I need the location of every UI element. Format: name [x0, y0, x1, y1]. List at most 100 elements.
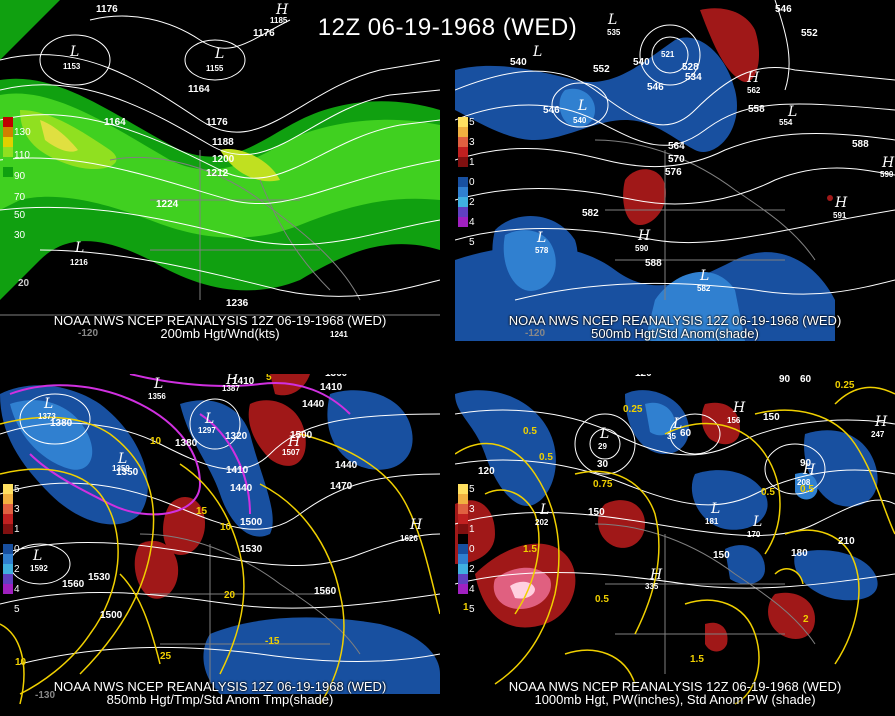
- legend-label: 2: [469, 564, 475, 575]
- pw-label: 1: [463, 602, 469, 613]
- pw-label: 0.5: [523, 426, 537, 437]
- legend-label: 5: [14, 484, 20, 495]
- height-contours: [455, 409, 895, 589]
- low-symbol: L: [44, 396, 54, 412]
- panel-1000mb: 5 3 1 0 2 4 5 120 90 60 0.5 0.5 30 0.25 …: [455, 374, 895, 716]
- high-value: 1387: [222, 384, 240, 393]
- legend-label: 3: [469, 504, 475, 515]
- high-symbol: H: [288, 434, 301, 450]
- legend-label: 1: [469, 524, 475, 535]
- anomaly-positive-small: [827, 195, 833, 201]
- low-symbol: L: [578, 98, 588, 114]
- anomaly-positive-ne: [700, 8, 760, 82]
- yellow-temp-contours: [0, 416, 440, 705]
- low-value: 535: [607, 28, 621, 37]
- height-label: 30: [597, 459, 609, 470]
- panel-caption: NOAA NWS NCEP REANALYSIS 12Z 06-19-1968 …: [508, 679, 842, 694]
- height-label: 552: [593, 64, 610, 75]
- height-label: 120: [478, 466, 495, 477]
- height-contours: [0, 15, 440, 297]
- height-label: 1500: [100, 610, 123, 621]
- low-symbol: L: [215, 46, 225, 62]
- legend-label: 50: [14, 210, 26, 221]
- height-label: 570: [668, 154, 685, 165]
- wind-shade-high: [220, 149, 280, 182]
- high-symbol: H: [276, 2, 289, 18]
- height-label: 1410: [320, 382, 343, 393]
- low-value: 181: [705, 517, 719, 526]
- height-label: 1164: [104, 117, 126, 128]
- anomaly-negative-north: [455, 37, 737, 152]
- height-label: 1176: [253, 28, 275, 39]
- height-label: 1360: [325, 374, 347, 379]
- height-label: 1176: [96, 4, 118, 15]
- low-symbol: L: [608, 12, 618, 28]
- high-value: 247: [871, 430, 885, 439]
- legend-label: 5: [469, 117, 475, 128]
- legend-label: 5: [469, 484, 475, 495]
- low-symbol: L: [75, 240, 85, 256]
- panel-caption: NOAA NWS NCEP REANALYSIS 12Z 06-19-1968 …: [508, 313, 842, 328]
- anomaly-negative-sw-core: [503, 230, 556, 291]
- low-symbol: L: [533, 44, 543, 60]
- low-symbol: L: [600, 426, 610, 442]
- anomaly-negative-east-core: [795, 472, 818, 500]
- wind-legend: [3, 117, 13, 177]
- low-value: 1373: [38, 412, 56, 421]
- high-symbol: H: [410, 517, 423, 533]
- pw-label: 0.5: [761, 487, 775, 498]
- height-label: 150: [763, 412, 780, 423]
- height-label: 120: [635, 374, 652, 379]
- height-label: 552: [801, 28, 818, 39]
- height-label: 1530: [88, 572, 111, 583]
- height-label: 540: [633, 57, 650, 68]
- high-value: 156: [727, 416, 741, 425]
- anomaly-positive-south: [134, 540, 179, 599]
- high-symbol: H: [875, 414, 888, 430]
- height-label: 90: [800, 458, 812, 469]
- legend-label: 0: [469, 177, 475, 188]
- low-symbol: L: [700, 268, 710, 284]
- legend-label: 70: [14, 192, 26, 203]
- lon-label: -120: [78, 328, 99, 339]
- height-label: 1440: [230, 483, 253, 494]
- height-label: 1320: [225, 431, 248, 442]
- low-value: 578: [535, 246, 549, 255]
- height-label: 1224: [156, 199, 179, 210]
- pw-label: 0.5: [800, 484, 814, 495]
- low-value: 1216: [70, 258, 88, 267]
- low-symbol: L: [788, 104, 798, 120]
- high-value: 590: [635, 244, 649, 253]
- low-symbol: L: [540, 502, 550, 518]
- height-label: 1440: [302, 399, 325, 410]
- height-label: 210: [838, 536, 855, 547]
- height-contours: [0, 393, 440, 665]
- height-label: 20: [18, 278, 30, 289]
- panel-500mb-map: [455, 0, 895, 341]
- anomaly-negative-s-core: [645, 271, 745, 341]
- height-label: 1200: [212, 154, 235, 165]
- anomaly-legend: [3, 484, 13, 594]
- legend-label: 1: [14, 524, 20, 535]
- legend-label: 5: [469, 237, 475, 248]
- anomaly-positive-central: [598, 500, 645, 548]
- height-label: 1380: [50, 418, 73, 429]
- lon-label: -130: [35, 690, 56, 701]
- height-label: 1350: [116, 467, 139, 478]
- legend-label: 2: [14, 564, 20, 575]
- temp-label: 5: [266, 374, 272, 383]
- pw-label: 1.5: [523, 544, 537, 555]
- map-borders: [594, 523, 816, 674]
- temp-label: 25: [160, 651, 172, 662]
- high-symbol: H: [638, 228, 651, 244]
- low-value: 35: [667, 432, 676, 441]
- low-symbol: L: [711, 501, 721, 517]
- low-value: 1155: [206, 64, 224, 73]
- anomaly-negative-n-core: [559, 88, 595, 127]
- height-label: 150: [713, 550, 730, 561]
- legend-label: 90: [14, 171, 26, 182]
- low-value: 521: [661, 50, 675, 59]
- height-label: 1176: [206, 117, 228, 128]
- height-label: 546: [543, 105, 560, 116]
- yellow-pw-contours: [455, 386, 895, 705]
